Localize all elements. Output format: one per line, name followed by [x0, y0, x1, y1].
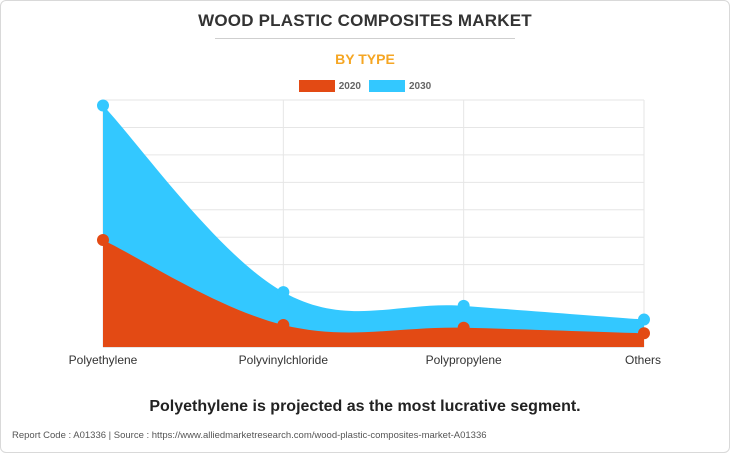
point-2030-others[interactable] — [638, 313, 650, 326]
legend-swatch-2020 — [298, 80, 335, 92]
title-divider — [215, 38, 515, 39]
chart-areas — [103, 105, 644, 347]
legend-label-2030: 2030 — [409, 80, 432, 92]
point-2030-polyvinylchloride[interactable] — [277, 286, 290, 299]
x-tick-label: Others — [625, 353, 661, 367]
report-footer: Report Code : A01336 | Source : https://… — [12, 430, 487, 441]
legend: 2020 2030 — [0, 79, 730, 93]
point-2020-polypropylene[interactable] — [457, 321, 470, 334]
point-2020-others[interactable] — [638, 327, 650, 340]
chart-conclusion: Polyethylene is projected as the most lu… — [149, 398, 581, 415]
legend-label-2020: 2020 — [338, 80, 361, 92]
area-series-2020 — [103, 239, 644, 347]
x-axis-ticks: Polyethylene Polyvinylchloride Polypropyle… — [69, 353, 661, 367]
chart-points — [97, 99, 650, 340]
point-2030-polypropylene[interactable] — [457, 299, 470, 312]
x-tick-label: Polyvinylchloride — [239, 353, 329, 367]
legend-item-2030[interactable]: 2030 — [369, 80, 431, 92]
point-2020-polyethylene[interactable] — [97, 233, 109, 246]
legend-swatch-2030 — [369, 80, 405, 92]
area-series-2030 — [103, 105, 644, 347]
point-2020-polyvinylchloride[interactable] — [277, 319, 290, 332]
legend-item-2020[interactable]: 2020 — [298, 80, 361, 92]
x-tick-label: Polyethylene — [69, 353, 138, 367]
point-2030-polyethylene[interactable] — [97, 99, 109, 112]
x-tick-label: Polypropylene — [426, 353, 502, 367]
chart-title: WOOD PLASTIC COMPOSITES MARKET — [198, 11, 532, 30]
chart-subtitle: BY TYPE — [335, 51, 395, 67]
